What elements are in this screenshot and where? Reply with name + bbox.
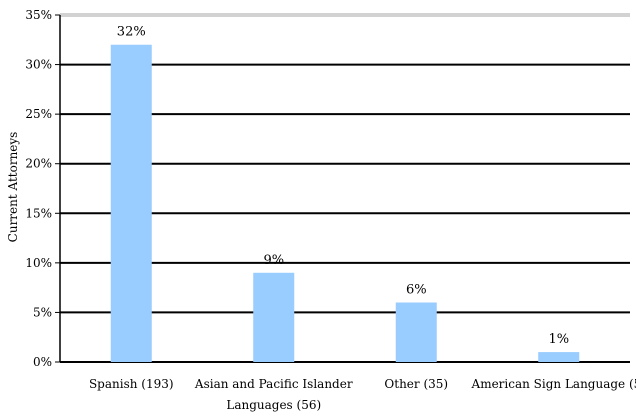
y-axis-label: Current Attorneys [6,132,20,243]
bar [110,44,152,362]
y-tick-label: 30% [25,58,52,72]
data-label: 6% [406,283,427,298]
y-tick-label: 5% [33,305,52,319]
category-label: Spanish (193) [89,377,174,391]
y-tick-label: 25% [25,107,52,121]
category-label: American Sign Language (5) [471,377,636,391]
y-tick-label: 10% [25,256,52,270]
y-tick-label: 35% [25,8,52,22]
bar [395,302,437,362]
x-axis-categories: Spanish (193) Asian and Pacific Islander L… [89,377,636,412]
data-labels: 32% 9% 6% 1% [117,25,569,347]
bar [538,352,580,362]
bars [110,44,580,362]
category-label: Asian and Pacific Islander [194,377,353,391]
y-tick-label: 15% [25,206,52,220]
data-label: 1% [548,332,569,347]
gridlines [59,13,630,363]
data-label: 9% [263,253,284,268]
category-label: Other (35) [384,377,448,391]
category-label: Languages (56) [226,398,321,412]
y-axis-ticks: 0% 5% 10% 15% 20% 25% 30% 35% [25,8,60,369]
data-label: 32% [117,25,146,40]
y-tick-label: 20% [25,157,52,171]
bar [253,272,295,362]
y-tick-label: 0% [33,355,52,369]
